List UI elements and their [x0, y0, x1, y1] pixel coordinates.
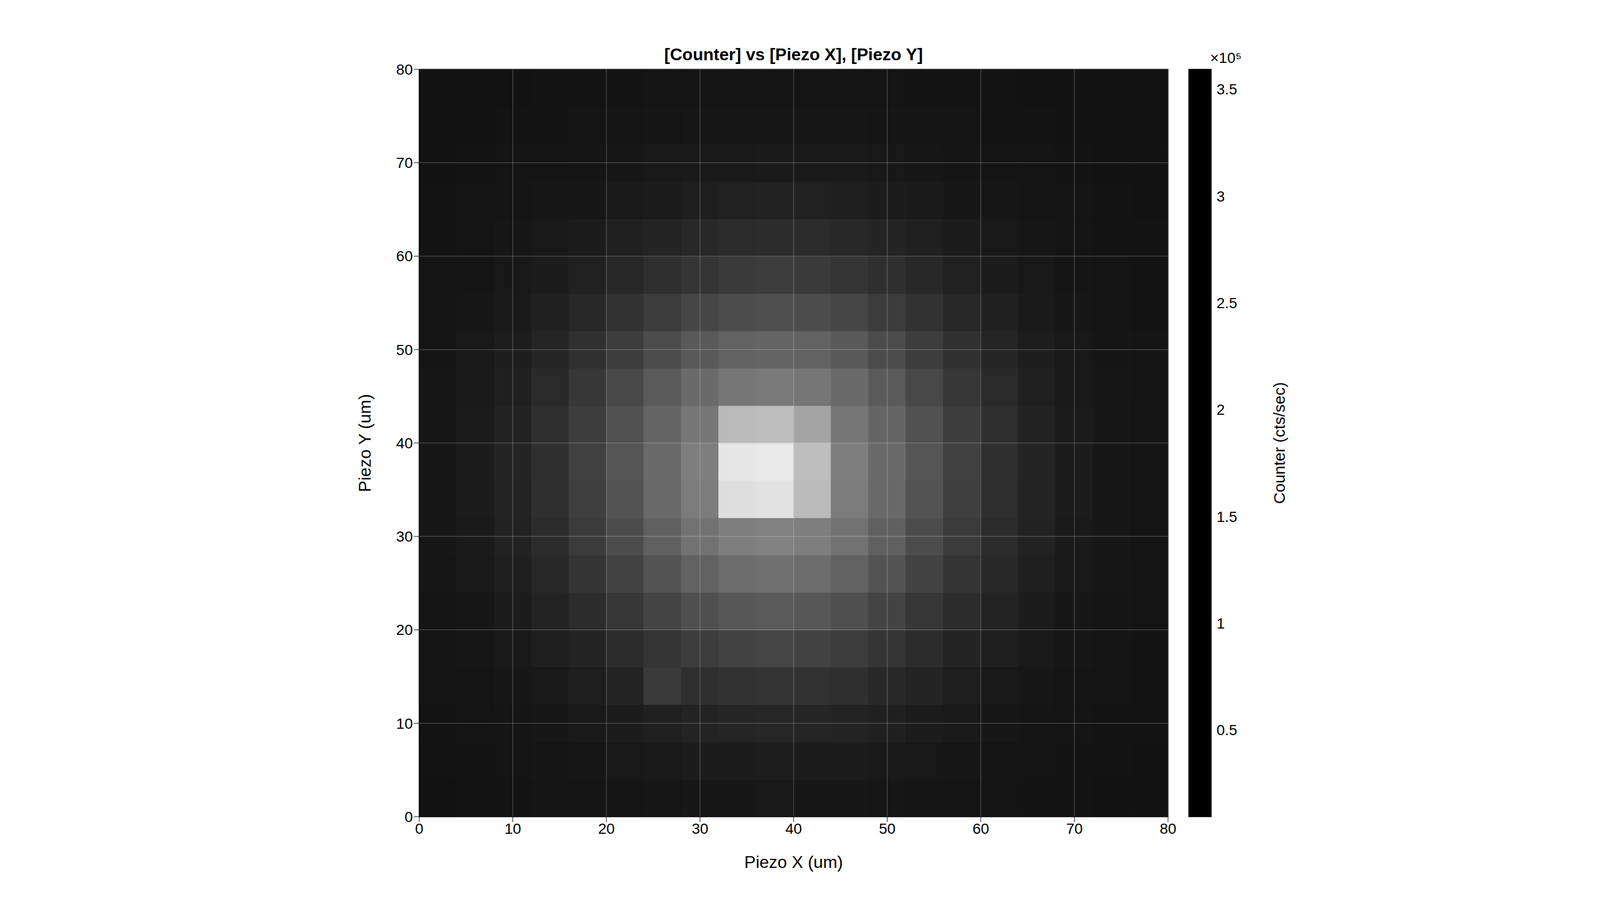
html-text:[Counter] vs [Piezo X], [Piezo: [Counter] vs [Piezo X], [Piezo Y] [664, 44, 923, 64]
svg-text:Piezo Y (um): Piezo Y (um) [355, 394, 375, 493]
svg-text:40: 40 [396, 435, 413, 452]
svg-text:3: 3 [1216, 188, 1226, 205]
svg-text:70: 70 [1066, 820, 1083, 838]
svg-text:Piezo X (um): Piezo X (um) [744, 852, 844, 872]
svg-text:×10⁵: ×10⁵ [1210, 49, 1242, 67]
svg-text:10: 10 [504, 820, 522, 838]
svg-text:20: 20 [597, 820, 615, 838]
svg-text:80: 80 [1159, 820, 1176, 838]
svg-text:60: 60 [972, 820, 989, 838]
svg-text:Counter (cts/sec): Counter (cts/sec) [1270, 382, 1288, 504]
svg-text:50: 50 [878, 820, 896, 838]
svg-text:10: 10 [396, 715, 413, 733]
svg-text:40: 40 [785, 820, 802, 838]
svg-text:3.5: 3.5 [1216, 81, 1238, 98]
svg-text:1: 1 [1216, 615, 1226, 632]
svg-text:2: 2 [1216, 401, 1226, 419]
svg-text:20: 20 [396, 621, 413, 639]
svg-text:0: 0 [414, 820, 424, 838]
svg-text:0: 0 [404, 809, 413, 826]
svg-text:0.5: 0.5 [1216, 722, 1238, 739]
svg-text:1.5: 1.5 [1216, 508, 1238, 526]
svg-text:80: 80 [396, 61, 413, 78]
svg-text:2.5: 2.5 [1216, 294, 1238, 312]
svg-text:70: 70 [396, 154, 413, 172]
svg-text:30: 30 [691, 820, 709, 838]
svg-text:50: 50 [396, 341, 413, 359]
svg-text:30: 30 [396, 528, 413, 546]
svg-text:60: 60 [396, 248, 413, 265]
